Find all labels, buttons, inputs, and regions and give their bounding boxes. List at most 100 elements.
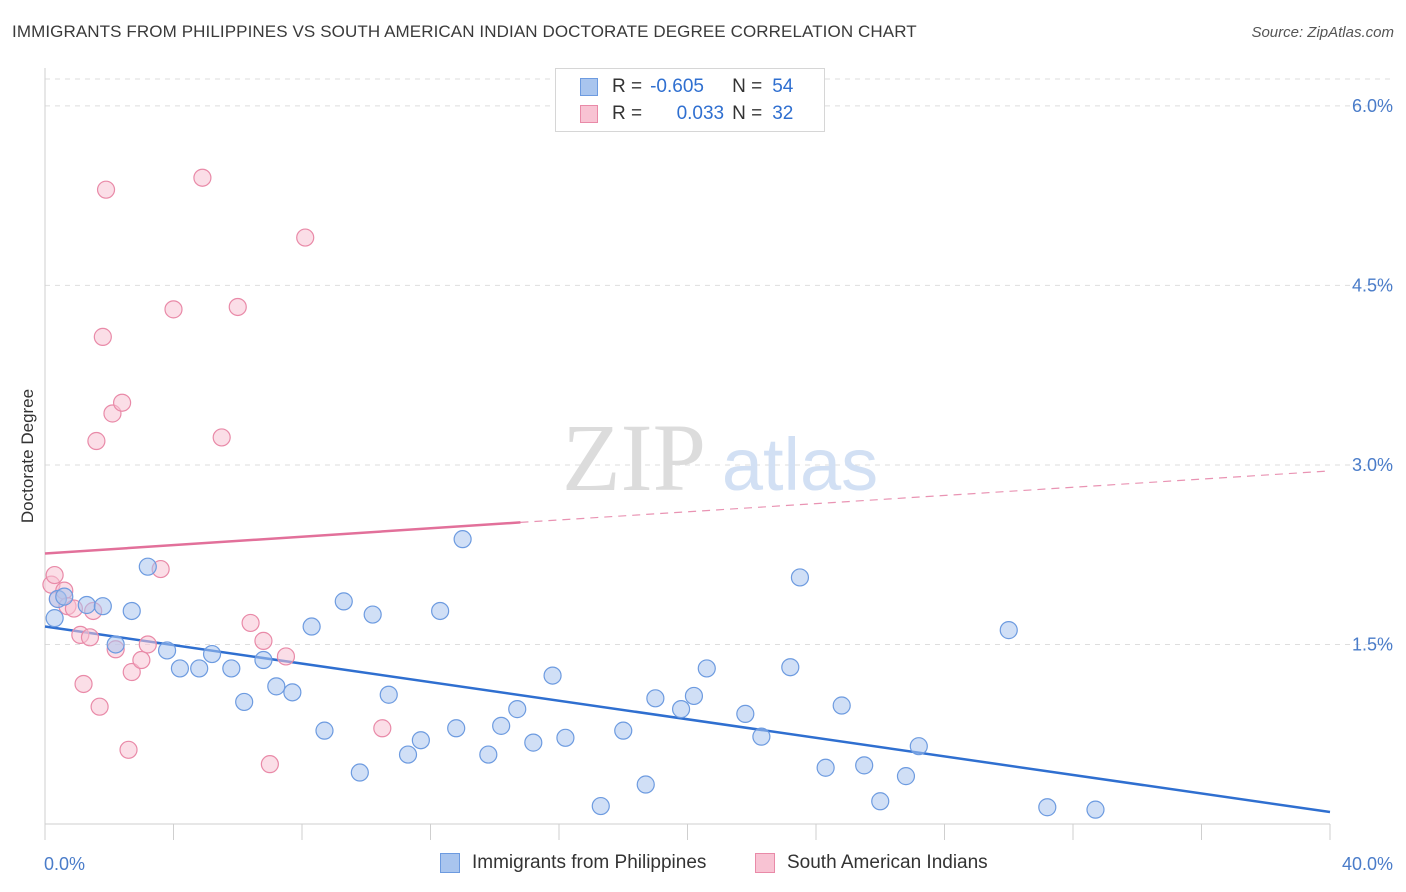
data-point [697, 659, 716, 678]
data-point [1038, 798, 1057, 817]
data-point [87, 431, 106, 451]
data-point [896, 767, 916, 786]
data-point [138, 635, 157, 654]
swatch-south-american-indians [580, 105, 598, 123]
swatch-philippines [440, 853, 460, 873]
source-label: Source: ZipAtlas.com [1251, 24, 1394, 41]
data-point [315, 721, 334, 740]
y-tick-label: 3.0% [1352, 455, 1393, 475]
r-label: R = [612, 103, 643, 124]
data-point [479, 745, 498, 764]
axes [44, 68, 1331, 840]
trend-line [44, 521, 521, 555]
y-tick-label: 1.5% [1352, 634, 1393, 654]
legend-label: South American Indians [787, 852, 988, 873]
data-point [164, 300, 183, 319]
data-point [276, 647, 296, 666]
data-point [1086, 800, 1105, 819]
data-point [411, 731, 430, 750]
grid-lines [45, 78, 1392, 645]
data-point [241, 613, 260, 633]
data-point [170, 659, 190, 678]
r-value: -0.605 [650, 76, 704, 97]
data-point [398, 745, 418, 764]
watermark-zip: ZIP [562, 404, 706, 511]
data-point [45, 565, 64, 585]
data-point [453, 530, 472, 549]
data-point [816, 758, 835, 777]
data-point [614, 721, 633, 740]
swatch-philippines [580, 78, 598, 96]
data-point [752, 727, 771, 746]
data-point [80, 628, 100, 647]
data-point [379, 685, 398, 704]
data-point [157, 641, 177, 660]
data-point [212, 428, 231, 447]
data-point [267, 677, 286, 696]
data-point [871, 792, 890, 811]
legend-row-south-american-indians: R = 0.033 N = 32 [580, 102, 793, 126]
data-point [202, 644, 222, 664]
data-point [909, 737, 928, 756]
data-point [93, 597, 112, 616]
data-point [296, 228, 315, 247]
legend-row-philippines: R = -0.605 N = 54 [580, 75, 793, 99]
data-point [122, 662, 141, 682]
data-point [790, 568, 810, 587]
data-point [302, 617, 321, 636]
data-point [138, 557, 157, 576]
data-point [334, 592, 353, 611]
data-point [228, 297, 247, 317]
legend-label: Immigrants from Philippines [472, 852, 707, 873]
x-tick-label: 40.0% [1342, 854, 1393, 874]
data-point [190, 659, 209, 678]
swatch-south-american-indians [755, 853, 775, 873]
data-point [508, 700, 527, 719]
data-point [74, 674, 93, 694]
data-point [132, 650, 151, 670]
data-point [832, 696, 851, 715]
data-point [646, 689, 665, 708]
data-point [373, 719, 392, 738]
legend-item-south-american-indians[interactable]: South American Indians [755, 852, 988, 874]
data-point [222, 659, 241, 678]
data-point [77, 595, 96, 615]
data-point [254, 650, 273, 670]
data-point [193, 168, 212, 187]
n-value: 32 [772, 103, 794, 124]
trend-line [44, 625, 1331, 814]
trend-line-extension [520, 470, 1331, 523]
tick-labels: 1.5% 3.0% 4.5% 6.0% 0.0% 40.0% [44, 96, 1393, 874]
chart-title: IMMIGRANTS FROM PHILIPPINES VS SOUTH AME… [12, 22, 917, 41]
data-point [591, 796, 610, 816]
data-point [999, 621, 1018, 640]
data-point [119, 740, 138, 759]
data-point [122, 601, 141, 621]
data-point [543, 666, 562, 685]
stats-legend: R = -0.605 N = 54 R = 0.033 N = 32 [555, 68, 825, 132]
data-points [42, 168, 1105, 819]
data-point [636, 775, 655, 794]
data-point [93, 327, 112, 346]
series-legend: Immigrants from Philippines South Americ… [0, 852, 1406, 878]
data-point [736, 704, 755, 723]
watermark-atlas: atlas [722, 423, 878, 506]
data-point [492, 716, 511, 735]
trend-lines [44, 470, 1331, 814]
data-point [524, 733, 543, 752]
n-label: N = [732, 76, 763, 97]
x-tick-label: 0.0% [44, 854, 85, 874]
data-point [556, 728, 575, 747]
data-point [671, 700, 691, 719]
data-point [112, 393, 132, 412]
data-point [283, 683, 302, 702]
r-label: R = [612, 76, 643, 97]
data-point [45, 609, 64, 628]
data-point [254, 631, 273, 650]
legend-item-philippines[interactable]: Immigrants from Philippines [440, 852, 706, 874]
data-point [350, 763, 369, 782]
y-tick-label: 6.0% [1352, 96, 1393, 116]
n-value: 54 [772, 76, 794, 97]
r-value: 0.033 [676, 103, 725, 124]
data-point [431, 601, 450, 621]
